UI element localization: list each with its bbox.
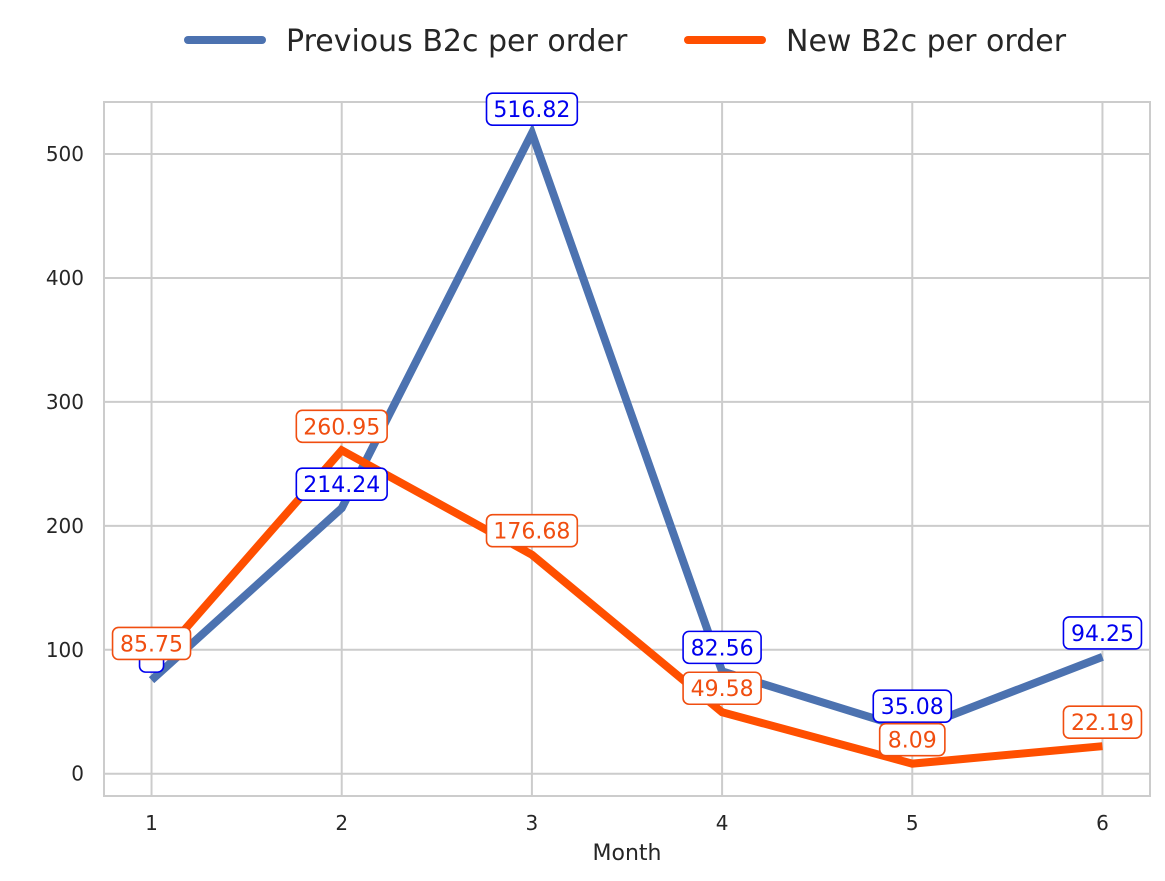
data-label-1: 94.25	[1062, 616, 1143, 650]
legend: Previous B2c per order New B2c per order	[184, 24, 1067, 59]
svg-text:260.95: 260.95	[303, 415, 380, 440]
data-label-2: 260.95	[295, 409, 388, 444]
svg-text:214.24: 214.24	[303, 473, 380, 498]
y-tick-label: 500	[46, 142, 84, 166]
svg-text:22.19: 22.19	[1071, 711, 1134, 736]
series-lines	[148, 123, 1104, 768]
y-tick-label: 400	[46, 266, 84, 290]
x-axis-ticks: 1 2 3 4 5 6	[145, 811, 1109, 835]
data-label-2: 8.09	[878, 722, 946, 757]
data-label-1: 35.08	[872, 689, 953, 724]
series-line-1	[148, 123, 1104, 735]
data-label-2: 22.19	[1062, 705, 1143, 739]
x-tick-label: 6	[1096, 811, 1109, 835]
svg-text:8.09: 8.09	[888, 729, 937, 754]
svg-text:49.58: 49.58	[691, 677, 754, 702]
data-label-1: 82.56	[682, 630, 762, 665]
legend-label: New B2c per order	[786, 24, 1067, 59]
y-tick-label: 200	[46, 514, 84, 538]
plot-frame	[103, 101, 1151, 797]
x-axis-title: Month	[593, 841, 662, 866]
svg-text:516.82: 516.82	[493, 98, 570, 123]
svg-text:85.75: 85.75	[120, 632, 183, 657]
legend-label: Previous B2c per order	[286, 24, 628, 59]
legend-item-2: New B2c per order	[684, 24, 1067, 59]
legend-item-1: Previous B2c per order	[184, 24, 628, 59]
data-label-1: 516.82	[485, 92, 579, 127]
series-line-2	[148, 445, 1103, 768]
data-label-2: 49.58	[682, 671, 762, 706]
svg-text:94.25: 94.25	[1071, 622, 1134, 647]
x-tick-label: 2	[335, 811, 348, 835]
x-tick-label: 5	[906, 811, 919, 835]
svg-text:176.68: 176.68	[493, 520, 570, 545]
y-axis-ticks: 0 100 200 300 400 500	[46, 142, 84, 786]
svg-text:82.56: 82.56	[691, 636, 754, 661]
x-tick-label: 1	[145, 811, 158, 835]
x-tick-label: 4	[716, 811, 729, 835]
y-tick-label: 0	[71, 762, 84, 786]
svg-text:35.08: 35.08	[881, 695, 944, 720]
y-tick-label: 300	[46, 390, 84, 414]
data-label-1: 214.24	[295, 467, 388, 501]
y-tick-label: 100	[46, 638, 84, 662]
data-label-2: 176.68	[485, 513, 579, 548]
grid-lines	[104, 102, 1150, 796]
data-label-2: 85.75	[111, 626, 192, 661]
x-tick-label: 3	[526, 811, 539, 835]
data-labels: 214.24 516.82 82.56 35.08 94.25 85.75 260.95 17…	[111, 92, 1143, 757]
